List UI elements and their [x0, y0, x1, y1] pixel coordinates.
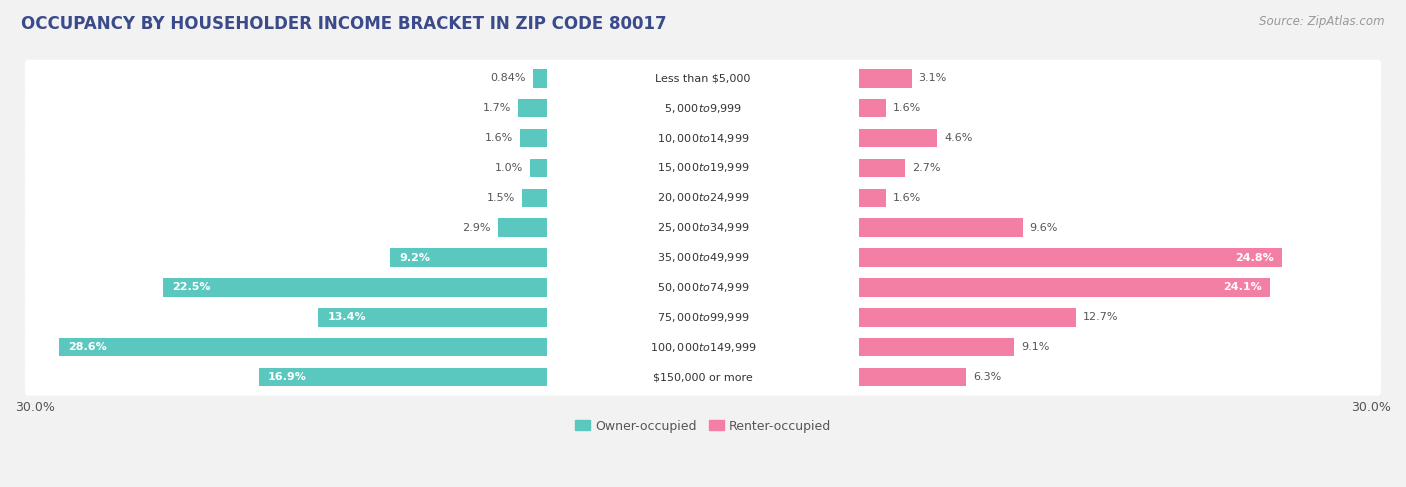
- FancyBboxPatch shape: [25, 329, 1381, 366]
- Bar: [517, 99, 547, 117]
- Text: 4.6%: 4.6%: [943, 133, 973, 143]
- Text: 24.8%: 24.8%: [1234, 253, 1274, 262]
- Text: $20,000 to $24,999: $20,000 to $24,999: [657, 191, 749, 204]
- Text: 1.5%: 1.5%: [486, 193, 515, 203]
- Text: $75,000 to $99,999: $75,000 to $99,999: [657, 311, 749, 324]
- Bar: [859, 218, 1022, 237]
- Bar: [522, 188, 547, 207]
- Text: 9.6%: 9.6%: [1029, 223, 1057, 233]
- Bar: [859, 248, 1282, 267]
- FancyBboxPatch shape: [25, 90, 1381, 127]
- Text: 9.2%: 9.2%: [399, 253, 430, 262]
- Bar: [859, 69, 912, 88]
- Text: $100,000 to $149,999: $100,000 to $149,999: [650, 341, 756, 354]
- Bar: [859, 99, 886, 117]
- FancyBboxPatch shape: [25, 209, 1381, 246]
- Bar: [318, 308, 547, 327]
- Bar: [859, 338, 1014, 356]
- Text: 1.6%: 1.6%: [485, 133, 513, 143]
- Legend: Owner-occupied, Renter-occupied: Owner-occupied, Renter-occupied: [569, 414, 837, 437]
- FancyBboxPatch shape: [25, 119, 1381, 156]
- Bar: [859, 129, 938, 147]
- FancyBboxPatch shape: [25, 150, 1381, 187]
- Bar: [859, 368, 966, 386]
- Text: 2.9%: 2.9%: [463, 223, 491, 233]
- Text: $50,000 to $74,999: $50,000 to $74,999: [657, 281, 749, 294]
- Text: 3.1%: 3.1%: [918, 73, 946, 83]
- Text: 24.1%: 24.1%: [1223, 282, 1261, 293]
- Bar: [498, 218, 547, 237]
- Bar: [859, 308, 1076, 327]
- Bar: [59, 338, 547, 356]
- Text: $25,000 to $34,999: $25,000 to $34,999: [657, 221, 749, 234]
- Text: 22.5%: 22.5%: [172, 282, 211, 293]
- Text: 9.1%: 9.1%: [1021, 342, 1049, 352]
- Text: 1.7%: 1.7%: [484, 103, 512, 113]
- Bar: [259, 368, 547, 386]
- FancyBboxPatch shape: [25, 269, 1381, 306]
- Text: 13.4%: 13.4%: [328, 312, 366, 322]
- Bar: [533, 69, 547, 88]
- Text: 16.9%: 16.9%: [267, 372, 307, 382]
- FancyBboxPatch shape: [25, 60, 1381, 97]
- Text: 2.7%: 2.7%: [911, 163, 941, 173]
- Text: 28.6%: 28.6%: [67, 342, 107, 352]
- Bar: [859, 159, 905, 177]
- Bar: [163, 278, 547, 297]
- FancyBboxPatch shape: [25, 239, 1381, 276]
- Text: $150,000 or more: $150,000 or more: [654, 372, 752, 382]
- FancyBboxPatch shape: [25, 358, 1381, 395]
- Text: 0.84%: 0.84%: [491, 73, 526, 83]
- Text: Source: ZipAtlas.com: Source: ZipAtlas.com: [1260, 15, 1385, 28]
- Bar: [520, 129, 547, 147]
- Text: $15,000 to $19,999: $15,000 to $19,999: [657, 161, 749, 174]
- Text: 6.3%: 6.3%: [973, 372, 1001, 382]
- Text: OCCUPANCY BY HOUSEHOLDER INCOME BRACKET IN ZIP CODE 80017: OCCUPANCY BY HOUSEHOLDER INCOME BRACKET …: [21, 15, 666, 33]
- Text: 1.0%: 1.0%: [495, 163, 523, 173]
- FancyBboxPatch shape: [25, 299, 1381, 336]
- Text: 1.6%: 1.6%: [893, 103, 921, 113]
- Text: $5,000 to $9,999: $5,000 to $9,999: [664, 102, 742, 114]
- Text: 1.6%: 1.6%: [893, 193, 921, 203]
- Bar: [859, 278, 1271, 297]
- Bar: [859, 188, 886, 207]
- Text: $35,000 to $49,999: $35,000 to $49,999: [657, 251, 749, 264]
- Text: $10,000 to $14,999: $10,000 to $14,999: [657, 131, 749, 145]
- Bar: [389, 248, 547, 267]
- Text: 12.7%: 12.7%: [1083, 312, 1118, 322]
- FancyBboxPatch shape: [25, 179, 1381, 216]
- Bar: [530, 159, 547, 177]
- Text: Less than $5,000: Less than $5,000: [655, 73, 751, 83]
